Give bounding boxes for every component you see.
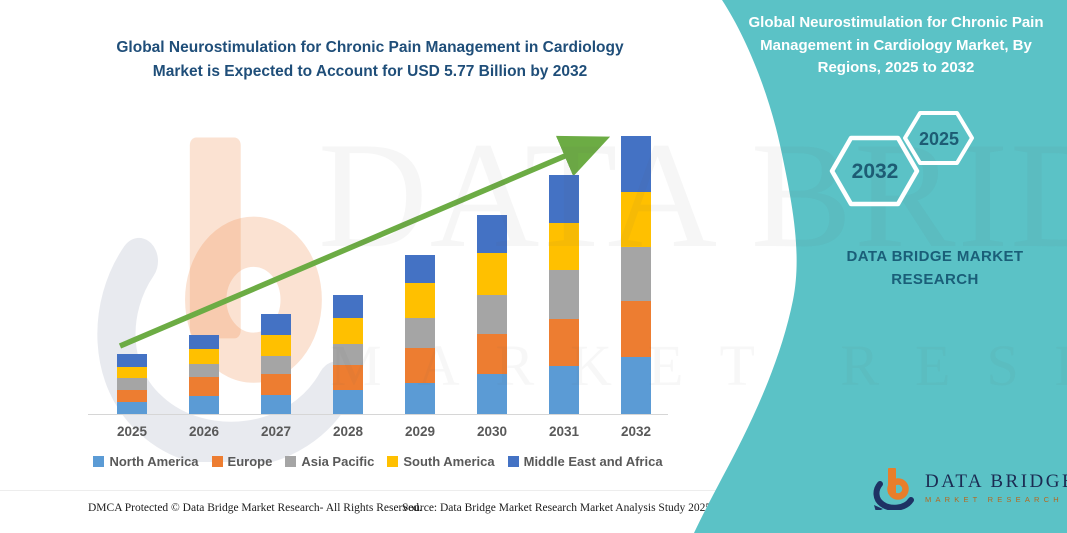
bar-segment (477, 294, 507, 334)
trend-arrow (118, 135, 611, 349)
bar-segment (189, 396, 219, 414)
bar-segment (477, 334, 507, 374)
legend-swatch (507, 456, 519, 467)
bar-segment (549, 365, 579, 414)
bar-segment (261, 313, 291, 336)
bar-2028 (333, 294, 363, 414)
bar-segment (261, 374, 291, 396)
side-panel-brand-line2: RESEARCH (891, 270, 979, 288)
bar-segment (117, 401, 147, 414)
side-panel-brand-line1: DATA BRIDGE MARKET (846, 248, 1024, 265)
bar-segment (405, 282, 435, 319)
x-axis-labels: 2025 2026 2027 2028 2029 2030 2031 2032 (88, 424, 668, 442)
bar-segment (189, 364, 219, 378)
bar-segment (477, 374, 507, 414)
bar-segment (621, 301, 651, 358)
bar-segment (333, 364, 363, 390)
bar-segment (333, 343, 363, 365)
hexagon-label-2032: 2032 (851, 160, 899, 183)
x-axis-label: 2026 (188, 424, 220, 439)
bar-segment (621, 357, 651, 414)
x-axis-label: 2025 (116, 424, 148, 439)
bar-segment (333, 294, 363, 318)
bar-segment (189, 349, 219, 365)
hexagon-label-2025: 2025 (918, 129, 960, 149)
legend-swatch (387, 456, 399, 467)
chart-title: Global Neurostimulation for Chronic Pain… (116, 39, 624, 81)
dbmr-logo-subtitle: MARKET RESEARCH (925, 495, 1063, 505)
x-axis-label: 2031 (548, 424, 580, 439)
dbmr-logo-watermark (97, 137, 356, 462)
x-axis-label: 2027 (260, 424, 292, 439)
dmca-copyright-text: DMCA Protected © Data Bridge Market Rese… (88, 502, 422, 514)
bar-2031 (549, 174, 579, 414)
legend-item: Middle East and Africa (507, 454, 663, 469)
bar-segment (549, 318, 579, 366)
x-axis-label: 2032 (620, 424, 652, 439)
bar-segment (117, 377, 147, 390)
bar-segment (189, 334, 219, 350)
legend-label: South America (403, 454, 495, 469)
stacked-bar-plot (88, 120, 668, 415)
legend-label: Middle East and Africa (523, 454, 663, 469)
bar-2032 (621, 135, 651, 414)
bar-segment (405, 318, 435, 348)
legend-label: North America (109, 454, 199, 469)
bar-segment (549, 223, 579, 271)
legend-swatch (93, 456, 105, 467)
bar-segment (189, 377, 219, 397)
footer-divider (0, 490, 1067, 491)
bar-segment (405, 347, 435, 384)
bar-2025 (117, 353, 147, 414)
bar-segment (117, 353, 147, 367)
legend-label: Asia Pacific (301, 454, 375, 469)
legend-item: Europe (211, 454, 273, 469)
bar-2029 (405, 254, 435, 414)
bar-segment (621, 135, 651, 193)
bar-segment (333, 389, 363, 414)
dbmr-logo: DATA BRIDGE MARKET RESEARCH (872, 466, 1067, 510)
bar-segment (261, 355, 291, 375)
bar-segment (405, 254, 435, 283)
legend-swatch (211, 456, 223, 467)
legend-swatch (285, 456, 297, 467)
bar-2027 (261, 313, 291, 414)
dbmr-logo-name: DATA BRIDGE (925, 470, 1067, 492)
legend-item: North America (93, 454, 199, 469)
bar-segment (261, 335, 291, 356)
bar-2030 (477, 214, 507, 414)
side-panel-title: Global Neurostimulation for Chronic Pain… (748, 14, 1044, 76)
bar-segment (477, 214, 507, 254)
legend: North America Europe Asia Pacific South Ame… (70, 454, 686, 469)
bar-segment (477, 253, 507, 295)
bar-segment (333, 317, 363, 344)
legend-item: South America (387, 454, 495, 469)
x-axis-label: 2030 (476, 424, 508, 439)
bar-segment (405, 383, 435, 414)
side-panel-brand-text: DATA BRIDGE MARKET RESEARCH (815, 246, 1055, 291)
legend-label: Europe (227, 454, 273, 469)
bar-segment (621, 192, 651, 248)
bar-segment (261, 395, 291, 414)
bar-segment (549, 270, 579, 319)
bar-segment (117, 366, 147, 378)
bar-segment (117, 389, 147, 402)
bar-segment (621, 247, 651, 302)
dbmr-logo-icon (873, 468, 914, 510)
x-axis-label: 2029 (404, 424, 436, 439)
source-text: Source: Data Bridge Market Research Mark… (402, 502, 712, 514)
bar-segment (549, 174, 579, 224)
x-axis-label: 2028 (332, 424, 364, 439)
legend-item: Asia Pacific (285, 454, 374, 469)
bar-2026 (189, 334, 219, 414)
